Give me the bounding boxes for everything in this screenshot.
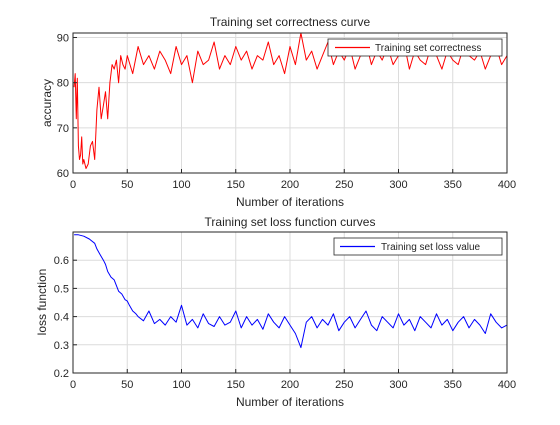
y-tick-label: 80	[57, 78, 69, 90]
legend-label: Training set loss value	[381, 242, 481, 253]
x-tick-label: 100	[172, 179, 190, 191]
tick-labels: 0 50 100 150 200 250 300 350 400 60 70 80 90	[57, 33, 516, 191]
chart-title: Training set loss function curves	[205, 215, 376, 229]
x-tick-label: 400	[498, 179, 516, 191]
legend: Training set loss value	[333, 237, 503, 256]
loss-chart: Training set loss function curves 0 50 100…	[35, 215, 516, 409]
legend-label: Training set correctness	[375, 43, 481, 54]
axes-frame	[72, 32, 508, 174]
x-tick-label: 300	[389, 379, 407, 391]
x-tick-label: 300	[389, 179, 407, 191]
x-tick-label: 200	[281, 379, 299, 391]
x-tick-label: 350	[444, 179, 462, 191]
axes-frame	[72, 231, 508, 374]
y-tick-label: 70	[57, 123, 69, 135]
tick-labels: 0 50 100 150 200 250 300 350 400 0.2 0.3 0.4 0.5 0.6	[54, 255, 516, 391]
y-tick-label: 0.5	[54, 283, 69, 295]
x-tick-label: 50	[121, 179, 133, 191]
x-axis-label: Number of iterations	[236, 195, 344, 209]
accuracy-chart: Training set correctness curve 0 50 100 150…	[40, 15, 516, 209]
chart-title: Training set correctness curve	[210, 15, 371, 29]
y-axis-label: accuracy	[40, 79, 54, 127]
x-tick-label: 150	[227, 379, 245, 391]
x-tick-label: 0	[70, 179, 76, 191]
x-tick-label: 350	[444, 379, 462, 391]
y-tick-label: 60	[57, 168, 69, 180]
legend: Training set correctness	[327, 38, 503, 57]
x-tick-label: 100	[172, 379, 190, 391]
y-axis-label: loss function	[35, 269, 49, 336]
x-tick-label: 250	[335, 379, 353, 391]
x-tick-label: 400	[498, 379, 516, 391]
legend-box	[327, 38, 503, 57]
x-tick-label: 50	[121, 379, 133, 391]
x-tick-label: 200	[281, 179, 299, 191]
y-tick-label: 90	[57, 33, 69, 45]
y-tick-label: 0.6	[54, 255, 69, 267]
series-line	[74, 234, 508, 349]
y-tick-label: 0.3	[54, 340, 69, 352]
legend-box	[333, 237, 503, 256]
y-tick-label: 0.4	[54, 312, 69, 324]
plot-area	[74, 234, 508, 349]
x-tick-label: 250	[335, 179, 353, 191]
y-tick-label: 0.2	[54, 368, 69, 380]
x-axis-label: Number of iterations	[236, 395, 344, 409]
x-tick-label: 150	[227, 179, 245, 191]
x-tick-label: 0	[70, 379, 76, 391]
